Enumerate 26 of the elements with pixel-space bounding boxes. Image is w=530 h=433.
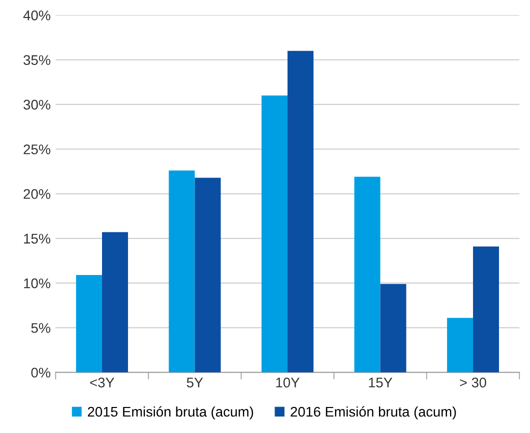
x-tick-label: 10Y xyxy=(276,378,300,388)
bar xyxy=(262,96,288,372)
y-tick-label: 35% xyxy=(24,55,50,65)
bar xyxy=(168,170,195,372)
bar xyxy=(76,275,102,372)
y-tick-label: 40% xyxy=(23,10,50,20)
y-tick-label: 0% xyxy=(31,368,50,378)
bar xyxy=(102,232,128,372)
y-tick-label: 30% xyxy=(24,100,50,110)
x-tick-label: <3Y xyxy=(90,378,114,388)
legend-label: 2015 Emisión bruta (acum) xyxy=(88,406,254,420)
bar xyxy=(354,176,380,372)
bar xyxy=(380,284,406,372)
y-tick-label: 15% xyxy=(24,234,50,244)
bar xyxy=(288,50,314,372)
x-tick-label: 5Y xyxy=(186,378,203,388)
bar xyxy=(473,246,499,372)
y-tick-label: 20% xyxy=(24,189,50,199)
y-tick-label: 25% xyxy=(24,144,50,154)
y-tick-label: 5% xyxy=(31,323,50,333)
bar xyxy=(194,178,221,372)
x-tick-label: > 30 xyxy=(460,378,486,388)
x-tick-label: 15Y xyxy=(368,378,392,388)
y-tick-label: 10% xyxy=(24,278,50,288)
legend-label: 2016 Emisión bruta (acum) xyxy=(290,406,456,420)
bar xyxy=(447,318,474,372)
